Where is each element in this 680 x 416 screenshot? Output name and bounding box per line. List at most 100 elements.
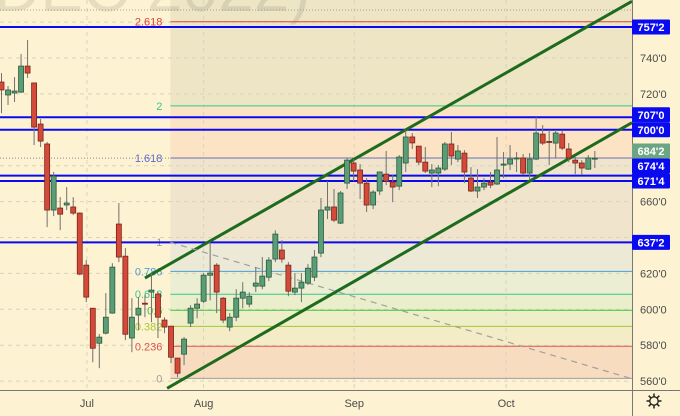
candle-body-down — [44, 143, 51, 211]
y-tick-label: 580'0 — [640, 340, 667, 352]
candle — [259, 257, 266, 290]
candle-body-down — [122, 255, 129, 335]
candle-body-down — [76, 212, 83, 275]
candle-body-up — [259, 275, 266, 287]
candle — [585, 155, 592, 171]
candle-body-down — [174, 357, 181, 374]
candle — [331, 189, 337, 223]
candle-body-up — [135, 307, 142, 316]
candle-body-up — [50, 175, 57, 211]
fib-level-label: 0.236 — [135, 341, 163, 353]
gear-icon — [646, 393, 662, 409]
candle — [454, 145, 461, 163]
price-level-tag — [632, 234, 670, 250]
candle — [481, 178, 487, 191]
candle — [83, 260, 90, 303]
candle — [233, 289, 240, 322]
price-level-label: 700'0 — [637, 125, 664, 137]
price-level-label: 671'4 — [637, 176, 665, 188]
price-level-tag — [632, 158, 670, 174]
candle — [468, 167, 474, 193]
candle-body-down — [57, 207, 64, 215]
current-price-label: 684'2 — [637, 146, 664, 158]
candle — [565, 143, 572, 163]
candle-body-up — [233, 297, 240, 318]
price-level-tag — [632, 122, 670, 138]
candle — [128, 298, 135, 353]
candle — [396, 155, 403, 191]
candle — [278, 240, 285, 263]
candle-body-up — [428, 169, 435, 174]
fib-level-label: 2.618 — [135, 17, 163, 29]
candle-body-up — [187, 307, 194, 324]
candle-body-down — [24, 65, 31, 74]
watermark: DEC 2022) — [0, 0, 311, 25]
candle-body-up — [585, 157, 592, 170]
candle-body-up — [513, 157, 520, 160]
price-level-tag — [632, 19, 670, 35]
x-tick-label: Sep — [344, 398, 364, 410]
candle — [578, 160, 585, 176]
candle-body-up — [370, 191, 377, 206]
candle — [57, 197, 64, 231]
candle-body-up — [337, 192, 344, 224]
candle-body-up — [18, 65, 24, 93]
y-tick-label: 600'0 — [640, 304, 667, 316]
candle-body-down — [278, 249, 285, 260]
candle-body-up — [272, 233, 279, 260]
candle — [109, 263, 116, 314]
candle — [337, 191, 344, 225]
candle-body-down — [383, 173, 390, 182]
candle — [591, 150, 598, 169]
candle — [533, 117, 540, 161]
candle-body-up — [181, 338, 187, 355]
candle — [428, 164, 435, 188]
price-axis — [632, 0, 680, 416]
candle — [135, 297, 142, 331]
candle — [474, 169, 481, 199]
candle — [89, 307, 96, 363]
candle — [18, 54, 24, 94]
x-tick-label: Jul — [80, 398, 94, 410]
candle-body-down — [422, 161, 429, 172]
candle — [441, 142, 448, 172]
candle — [50, 171, 57, 217]
price-level-tag — [632, 173, 670, 189]
current-price-tag — [632, 143, 670, 159]
candle — [383, 150, 390, 186]
candle-body-down — [539, 133, 546, 144]
candle — [461, 150, 468, 184]
candle — [272, 230, 279, 263]
fib-band — [170, 242, 632, 272]
fib-band — [170, 326, 632, 347]
candle-body-up — [200, 274, 207, 302]
candle-body-down — [559, 133, 566, 149]
fib-level-label: 0 — [156, 373, 162, 385]
candle — [324, 181, 331, 220]
candle — [5, 86, 11, 106]
candle — [507, 145, 513, 171]
price-level-label: 757'2 — [637, 22, 664, 34]
candle — [363, 178, 370, 213]
candle-body-up — [454, 150, 461, 160]
candle — [102, 293, 109, 335]
candle-body-down — [168, 325, 174, 358]
candle-body-up — [102, 316, 109, 334]
candle — [181, 337, 187, 366]
fib-band — [170, 271, 632, 295]
candle — [37, 119, 44, 148]
candle — [24, 40, 31, 78]
candle-body-up — [552, 132, 559, 144]
settings-button[interactable] — [646, 393, 666, 413]
candle-body-down — [70, 206, 77, 214]
candle — [370, 190, 377, 210]
candle — [265, 257, 272, 282]
candle-body-up — [526, 158, 533, 174]
candle-body-down — [0, 81, 5, 91]
candle — [194, 298, 201, 319]
candle-body-up — [5, 89, 11, 96]
candle — [148, 273, 155, 323]
candle-body-down — [83, 264, 90, 298]
